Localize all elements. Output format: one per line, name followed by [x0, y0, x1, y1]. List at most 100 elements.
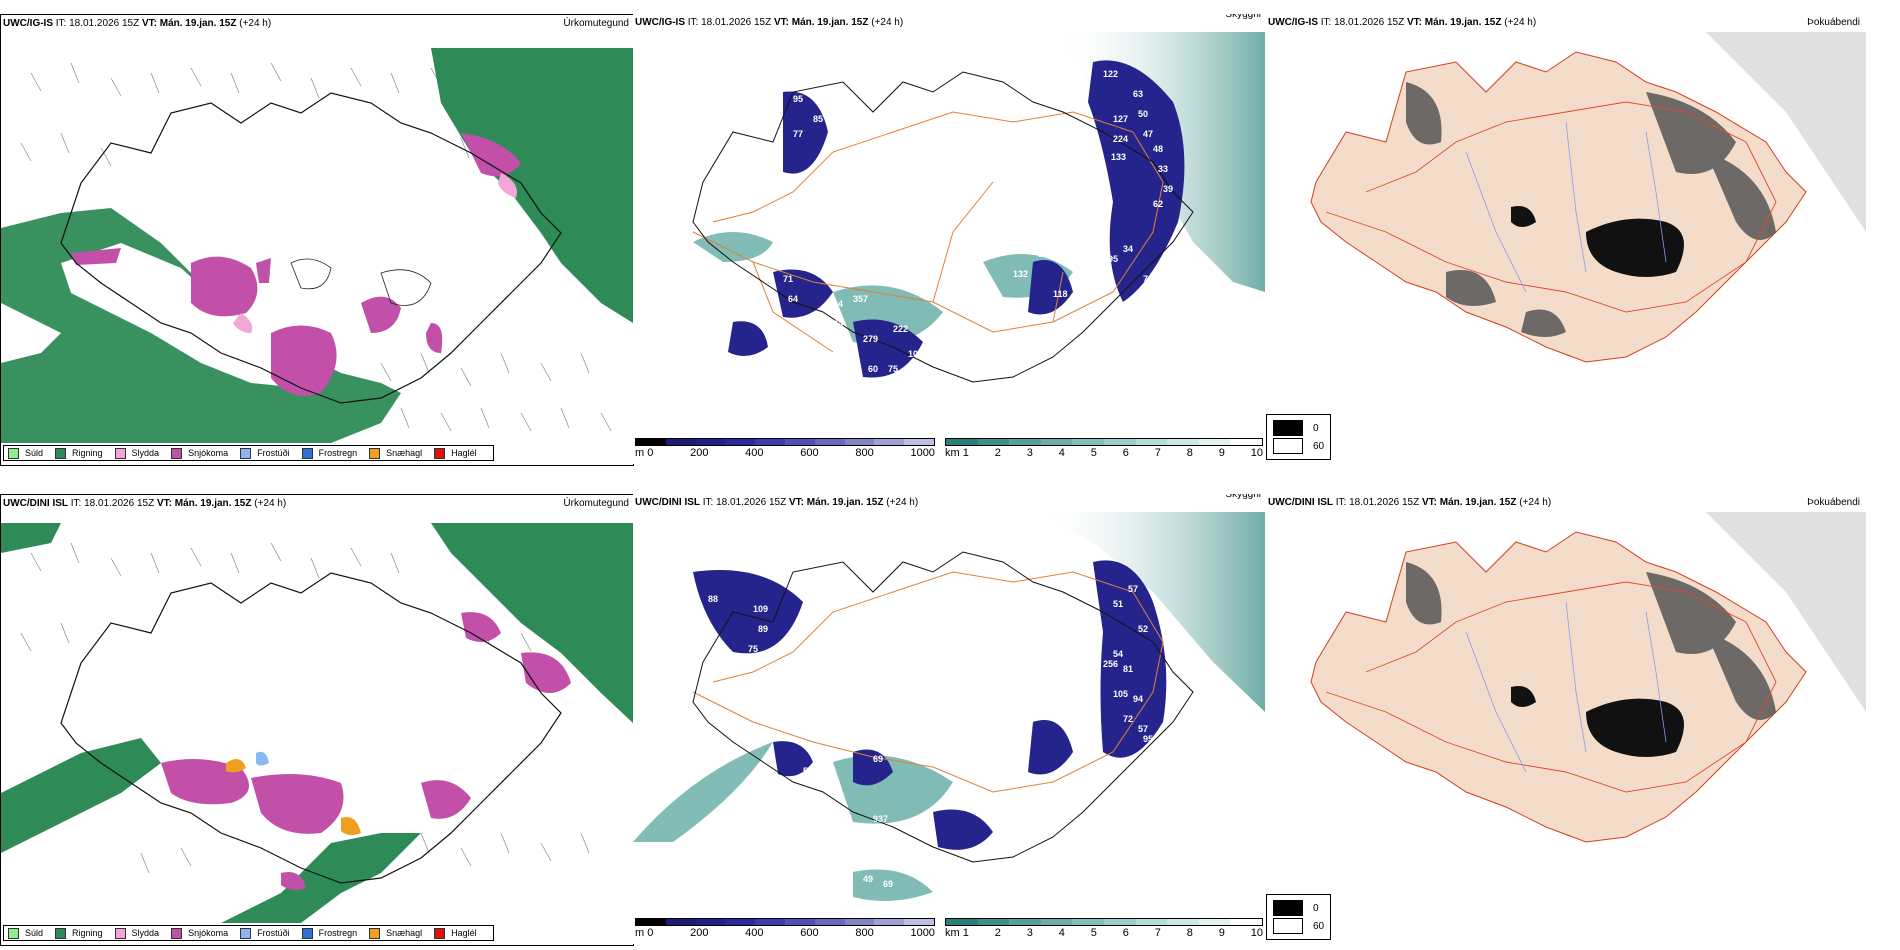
- legend-swatch: [369, 927, 381, 939]
- cloud-base-label: 39: [1163, 184, 1173, 194]
- cloud-base-label: 122: [1103, 69, 1118, 79]
- legend-label: Snjókoma: [188, 448, 229, 458]
- cloud-base-label: 80: [868, 214, 878, 224]
- legend-item: Snjókoma: [171, 927, 228, 939]
- scale-tick: 5: [1090, 927, 1097, 939]
- panel-header: UWC/IG-IS IT: 18.01.2026 15Z VT: Mán. 19…: [1, 15, 633, 33]
- cloud-base-label: 95: [1108, 254, 1118, 264]
- legend-swatch: [434, 927, 446, 939]
- scale-tick: 3: [1026, 447, 1033, 459]
- cloud-base-label: 77: [793, 129, 803, 139]
- vt-value: Mán. 19.jan. 15Z: [806, 497, 884, 508]
- model-name: UWC/IG-IS: [635, 17, 685, 28]
- legend-item: Frostregn: [301, 447, 357, 459]
- cloud-base-label: 88: [773, 804, 783, 814]
- cloud-base-label: 75: [748, 644, 758, 654]
- lead-time: (+24 h): [1504, 17, 1537, 28]
- rivers: [1465, 121, 1667, 293]
- cloud-base-label: 134: [828, 299, 843, 309]
- legend-item: Súld: [8, 447, 43, 459]
- legend-swatch: [369, 447, 381, 459]
- cloud-base-label: 85: [923, 849, 933, 859]
- cloud-base-label: 47: [1143, 129, 1153, 139]
- cloud-base-label: 63: [1133, 89, 1143, 99]
- vt-label: VT:: [773, 17, 789, 28]
- cloud-base-label: 72: [1123, 714, 1133, 724]
- cloud-base-label: 87: [793, 804, 803, 814]
- it-value: 18.01.2026 15Z: [1334, 17, 1405, 28]
- model-name: UWC/DINI ISL: [3, 498, 68, 509]
- cloud-base-label: 34: [1123, 244, 1133, 254]
- cloud-base-visibility-map-ig-is: UWC/IG-IS IT: 18.01.2026 15Z VT: Mán. 19…: [633, 14, 1265, 464]
- cloud-base-label: 105: [1043, 784, 1058, 794]
- vt-label: VT:: [788, 497, 804, 508]
- precip-legend: Súld Rigning Slydda Snjókoma Frostúði Frostre…: [3, 925, 494, 941]
- rivers: [1465, 601, 1667, 773]
- cloud-base-label: 76: [1143, 274, 1153, 284]
- vt-value: Mán. 19.jan. 15Z: [1424, 17, 1502, 28]
- vt-value: Mán. 19.jan. 15Z: [159, 18, 237, 29]
- scale-tick: 4: [1058, 927, 1065, 939]
- fog-areas: [1406, 82, 1776, 337]
- fog-swatch: [1273, 438, 1303, 454]
- scale-tick: 10: [1250, 927, 1263, 939]
- cloud-base-label: 87: [888, 844, 898, 854]
- legend-swatch: [8, 447, 19, 459]
- panel-header: UWC/DINI ISL IT: 18.01.2026 15Z VT: Mán.…: [633, 494, 1265, 512]
- cloud-base-label: 49: [863, 874, 873, 884]
- cloud-base-label: 75: [888, 364, 898, 374]
- cloud-base-label: 60: [803, 324, 813, 334]
- legend-item: Snæhagl: [369, 447, 423, 459]
- it-label: IT:: [1320, 17, 1332, 28]
- cloud-base-label: 95: [1143, 734, 1153, 744]
- legend-label: Frostúði: [257, 928, 290, 938]
- legend-swatch: [301, 927, 313, 939]
- panel-header: UWC/IG-IS IT: 18.01.2026 15Z VT: Mán. 19…: [1266, 14, 1900, 32]
- cloud-base-label: 80: [738, 674, 748, 684]
- low-cloud-areas: [728, 60, 1185, 378]
- cloud-base-label: 61: [813, 749, 823, 759]
- scale-tick: 200: [690, 447, 709, 459]
- fog-label: 0: [1313, 902, 1319, 914]
- fog-legend-row: 0: [1273, 419, 1324, 437]
- iceland-coastline: [692, 551, 1194, 863]
- scale-tick: 9: [1218, 447, 1225, 459]
- legend-label: Súld: [25, 928, 44, 938]
- cloud-base-label: 127: [1113, 114, 1128, 124]
- legend-label: Haglél: [451, 928, 477, 938]
- cloud-base-label: 30: [1088, 254, 1098, 264]
- fog-map-canvas: [1310, 512, 1866, 843]
- cloud-base-label: 100: [908, 349, 923, 359]
- fog-swatch: [1273, 918, 1303, 934]
- cloud-base-label: 94: [1133, 694, 1143, 704]
- vt-label: VT:: [156, 498, 172, 509]
- vt-label: VT:: [1406, 17, 1422, 28]
- legend-label: Snæhagl: [386, 448, 423, 458]
- cloud-base-label: 50: [1138, 109, 1148, 119]
- scale-tick: 600: [800, 927, 819, 939]
- scale-tick: 400: [745, 447, 764, 459]
- vt-label: VT:: [1421, 497, 1437, 508]
- panel-title: Þokuábendi: [1807, 17, 1860, 28]
- panel-header: UWC/IG-IS IT: 18.01.2026 15Z VT: Mán. 19…: [633, 14, 1265, 32]
- scale-tick: 800: [855, 927, 874, 939]
- cloud-base-label: 36: [723, 664, 733, 674]
- panel-header: UWC/DINI ISL IT: 18.01.2026 15Z VT: Mán.…: [1266, 494, 1900, 512]
- cloud-base-label: 88: [708, 594, 718, 604]
- sleet-areas: [233, 173, 517, 333]
- model-name: UWC/IG-IS: [1268, 17, 1318, 28]
- legend-swatch: [114, 447, 126, 459]
- cloud-base-label: 279: [863, 334, 878, 344]
- fog-swatch: [1273, 420, 1303, 436]
- legend-swatch: [240, 927, 252, 939]
- legend-swatch: [171, 927, 183, 939]
- cloud-base-label: 133: [1111, 152, 1126, 162]
- cloud-base-label: 144: [783, 784, 798, 794]
- cloud-base-label: 85: [813, 114, 823, 124]
- fog-legend-row: 0: [1273, 899, 1324, 917]
- cloud-base-label: 24: [833, 319, 843, 329]
- panel-title: Úrkomutegund: [563, 498, 629, 509]
- fog-index-map-dini: UWC/DINI ISL IT: 18.01.2026 15Z VT: Mán.…: [1266, 494, 1900, 944]
- scale-tick: 400: [745, 927, 764, 939]
